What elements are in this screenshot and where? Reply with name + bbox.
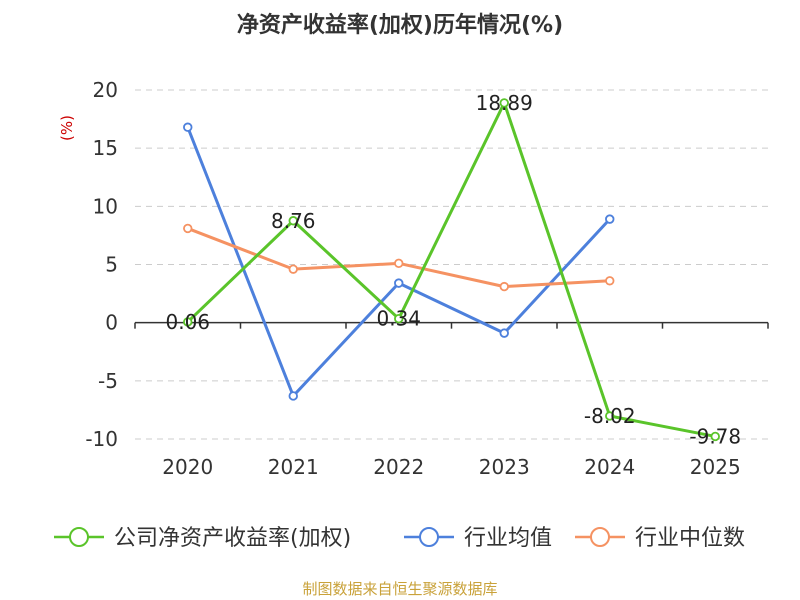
series-layer: 0.06 8.76 0.34 18.89 -8.02 -9.78 bbox=[165, 91, 741, 449]
data-point bbox=[499, 98, 509, 108]
series-0: 0.06 8.76 0.34 18.89 -8.02 -9.78 bbox=[165, 91, 741, 449]
data-point bbox=[183, 223, 193, 234]
data-label: -9.78 bbox=[689, 424, 741, 448]
data-point bbox=[394, 258, 404, 269]
x-tick-label: 2022 bbox=[373, 455, 424, 479]
data-point bbox=[605, 214, 615, 224]
x-tick-label: 2021 bbox=[268, 455, 319, 479]
data-point bbox=[605, 276, 615, 286]
y-tick-label: 10 bbox=[93, 194, 118, 218]
y-tick-label: 15 bbox=[93, 136, 118, 160]
axes: 20 15 10 5 0 -5 -10 2020 2021 2022 2023 2024 2025 bbox=[85, 78, 769, 479]
data-point bbox=[499, 328, 509, 338]
legend-marker bbox=[590, 527, 610, 547]
legend-item: 公司净资产收益率(加权) bbox=[54, 526, 351, 551]
data-point bbox=[394, 314, 404, 324]
legend-label: 行业均值 bbox=[464, 526, 552, 551]
data-point bbox=[710, 431, 720, 442]
data-point bbox=[288, 264, 298, 274]
data-point bbox=[288, 216, 298, 226]
data-point bbox=[183, 317, 193, 327]
legend: 公司净资产收益率(加权) 行业均值 行业中位数 bbox=[54, 526, 745, 551]
y-tick-label: -5 bbox=[98, 369, 118, 393]
y-tick-label: 20 bbox=[93, 78, 118, 102]
legend-marker bbox=[69, 527, 89, 547]
legend-item: 行业中位数 bbox=[575, 526, 745, 551]
series-1 bbox=[183, 122, 615, 401]
data-label: 18.89 bbox=[476, 91, 533, 115]
source-note: 制图数据来自恒生聚源数据库 bbox=[302, 580, 497, 598]
data-label: 0.34 bbox=[376, 307, 421, 331]
y-tick-label: 0 bbox=[105, 311, 118, 335]
x-tick-label: 2023 bbox=[479, 455, 530, 479]
data-point bbox=[288, 391, 298, 401]
chart-title: 净资产收益率(加权)历年情况(%) bbox=[237, 12, 563, 38]
data-point bbox=[394, 278, 404, 288]
series-line bbox=[187, 227, 610, 289]
series-line bbox=[186, 101, 716, 438]
y-tick-label: 5 bbox=[105, 253, 118, 277]
data-label: 0.06 bbox=[165, 310, 210, 334]
legend-label: 行业中位数 bbox=[635, 526, 745, 551]
data-label: -8.02 bbox=[584, 404, 636, 428]
data-point bbox=[499, 281, 509, 292]
x-tick-label: 2025 bbox=[690, 455, 741, 479]
y-axis-label: (%) bbox=[58, 115, 76, 141]
x-tick-label: 2024 bbox=[584, 455, 635, 479]
data-point bbox=[605, 411, 615, 421]
legend-item: 行业均值 bbox=[404, 526, 552, 551]
legend-label: 公司净资产收益率(加权) bbox=[114, 526, 351, 551]
data-point bbox=[183, 122, 193, 132]
x-tick-label: 2020 bbox=[162, 455, 213, 479]
legend-marker bbox=[419, 527, 439, 547]
data-label: 8.76 bbox=[271, 209, 316, 233]
y-tick-label: -10 bbox=[85, 427, 118, 451]
grid bbox=[135, 89, 768, 440]
